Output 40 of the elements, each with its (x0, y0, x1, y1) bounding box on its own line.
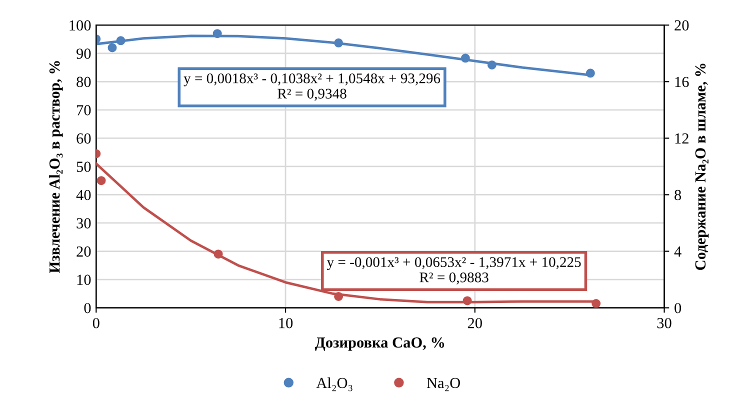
y-tick-label: 50 (76, 162, 91, 172)
y-tick-label: 70 (77, 105, 91, 116)
y-tick-label: 100 (70, 20, 91, 31)
y-tick-label: 10 (77, 274, 91, 285)
x-tick-label: 30 (657, 318, 672, 328)
y-tick-label: 40 (76, 190, 91, 200)
y2-tick-label: 20 (674, 20, 689, 31)
y-tick-label: 0 (84, 302, 91, 314)
point (462, 296, 472, 306)
y2-tick-label: 12 (675, 133, 688, 144)
point (96, 176, 106, 186)
x-tick-label: 20 (468, 318, 482, 328)
point (487, 60, 496, 70)
y-tick-label: 30 (76, 218, 91, 228)
y2-axis-title: Содержание Na₂O в шламе, % (695, 64, 709, 270)
y-tick-label: 60 (76, 133, 91, 144)
legend-label: Na₂O (426, 378, 460, 392)
y2-tick-label: 0 (674, 302, 682, 314)
x-axis-title: Дозировка CaO, % (315, 337, 444, 351)
point (592, 299, 601, 308)
annotation: y = 0,0018x³ - 0,1038x² + 1,0548x + 93,296 R² = 0,9348 (184, 73, 440, 101)
point (586, 68, 595, 78)
point (108, 43, 117, 52)
y-tick-label: 80 (76, 76, 91, 88)
y2-tick-label: 8 (674, 190, 682, 200)
annotation: y = -0,001x³ + 0,0653x² - 1,3971x + 10,225 R² = 0,9883 (326, 257, 581, 284)
y-tick-label: 90 (76, 48, 91, 59)
x-tick-label: 10 (279, 318, 293, 328)
y2-tick-label: 4 (674, 246, 682, 257)
legend-label: Al₂O₃ (316, 377, 352, 392)
point (116, 36, 126, 46)
y-tick-label: 20 (76, 246, 91, 257)
point (212, 29, 222, 38)
x-tick-label: 0 (92, 318, 100, 328)
point (460, 54, 470, 63)
y2-tick-label: 16 (675, 76, 689, 88)
point (334, 38, 344, 48)
point (334, 292, 344, 301)
y-axis-title: Извлечение Al₂O₃ в раствор, % (48, 61, 63, 274)
point (214, 250, 223, 259)
